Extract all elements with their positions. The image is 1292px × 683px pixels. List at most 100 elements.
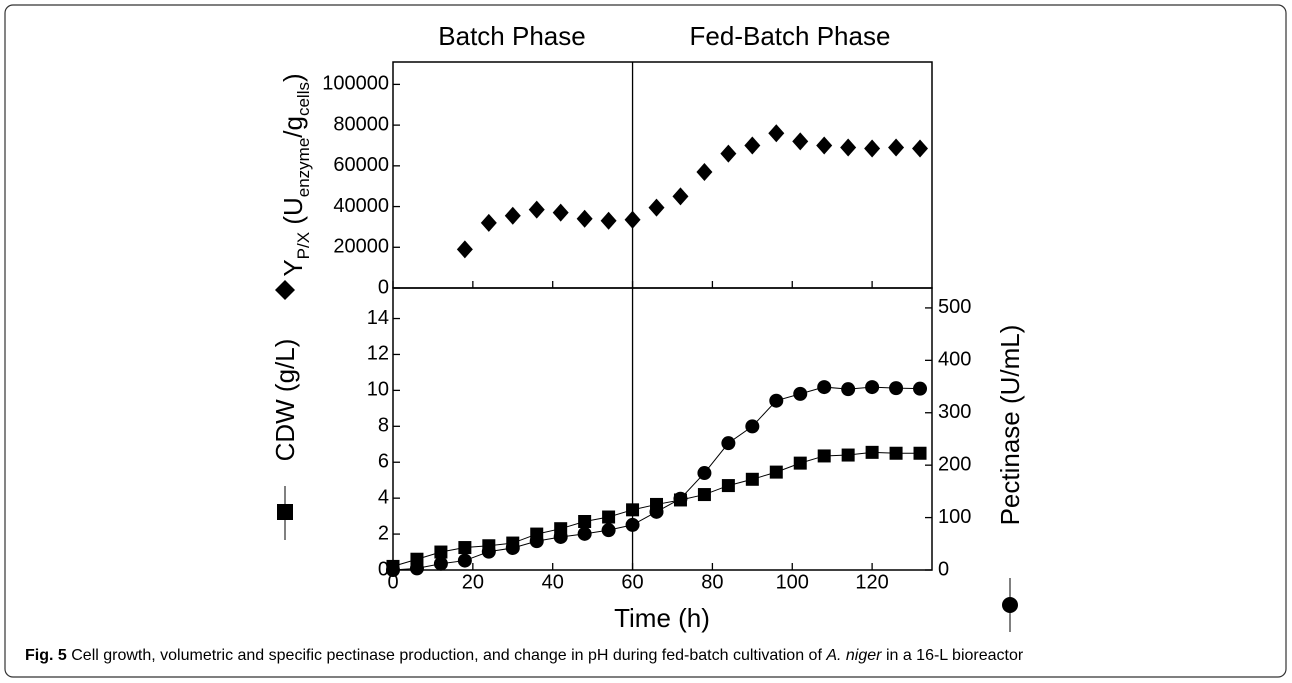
- caption-text: Cell growth, volumetric and specific pec…: [71, 647, 822, 664]
- circle-marker: [673, 491, 688, 506]
- circle-marker: [865, 380, 880, 395]
- square-marker: [434, 545, 448, 559]
- y-tick-label: 60000: [333, 154, 389, 176]
- square-marker: [841, 448, 855, 462]
- x-tick-label: 40: [542, 571, 564, 593]
- square-marker: [817, 449, 831, 463]
- legend-symbol: [277, 504, 293, 520]
- frame: [4, 4, 1287, 678]
- diamond-marker: [528, 200, 545, 219]
- legend-symbol: [275, 280, 295, 300]
- caption-label: Fig. 5: [25, 647, 67, 664]
- diamond-marker: [840, 138, 857, 157]
- caption: Fig. 5 Cell growth, volumetric and speci…: [25, 647, 1024, 664]
- y-tick-label: 6: [378, 451, 389, 473]
- square-marker: [697, 488, 711, 502]
- diamond-marker: [648, 198, 665, 217]
- diamond-marker: [864, 139, 881, 158]
- x-tick-label: 100: [776, 571, 809, 593]
- y-tick-label: 40000: [333, 195, 389, 217]
- y-tick-label: 0: [378, 276, 389, 298]
- x-tick-label: 0: [387, 571, 398, 593]
- diamond-marker: [600, 211, 617, 230]
- diamond-marker: [792, 132, 809, 151]
- circle-marker: [697, 466, 712, 481]
- x-axis-label: Time (h): [614, 603, 710, 633]
- circle-marker: [649, 504, 664, 519]
- legend-symbol: [1002, 597, 1018, 613]
- y-tick-label: 12: [367, 343, 389, 365]
- label-part: ): [278, 73, 308, 82]
- y2-tick-label: 400: [938, 349, 971, 371]
- caption-text: in a 16-L bioreactor: [886, 647, 1024, 664]
- circle-marker: [913, 381, 928, 396]
- square-marker: [745, 472, 759, 486]
- diamond-marker: [768, 124, 785, 143]
- diamond-marker: [744, 136, 761, 155]
- label-part: Y: [278, 259, 308, 276]
- circle-marker: [745, 419, 760, 434]
- square-marker: [889, 446, 903, 460]
- x-tick-label: 120: [855, 571, 888, 593]
- y2-tick-label: 500: [938, 296, 971, 318]
- circle-marker: [481, 544, 496, 559]
- circle-marker: [553, 529, 568, 544]
- y-tick-label: 4: [378, 486, 389, 508]
- x-tick-label: 60: [621, 571, 643, 593]
- diamond-marker: [480, 213, 497, 232]
- diamond-marker: [576, 209, 593, 228]
- annotation: Batch Phase: [438, 21, 585, 51]
- square-marker: [769, 465, 783, 479]
- y-tick-label: 14: [367, 307, 389, 329]
- y-axis-label: YP/X (Uenzyme/gcells): [278, 73, 314, 276]
- y-tick-label: 80000: [333, 113, 389, 135]
- diamond-marker: [912, 139, 929, 158]
- x-tick-label: 80: [701, 571, 723, 593]
- diamond-marker: [504, 206, 521, 225]
- circle-marker: [769, 393, 784, 408]
- y2-tick-label: 0: [938, 558, 949, 580]
- circle-marker: [577, 526, 592, 541]
- diamond-marker: [552, 203, 569, 222]
- annotation: Fed-Batch Phase: [690, 21, 891, 51]
- circle-marker: [529, 534, 544, 549]
- circle-marker: [817, 380, 832, 395]
- diamond-marker: [672, 187, 689, 206]
- y-axis-label: CDW (g/L): [270, 339, 300, 462]
- circle-marker: [505, 540, 520, 555]
- y-tick-label: 100000: [322, 73, 389, 95]
- subscript: enzyme: [294, 138, 313, 198]
- series-line: [392, 386, 921, 571]
- circle-marker: [386, 563, 400, 577]
- y-tick-label: 0: [378, 558, 389, 580]
- label-part: /g: [278, 116, 308, 138]
- plot-frame: [392, 287, 933, 571]
- square-marker: [865, 445, 879, 459]
- circle-marker: [841, 382, 856, 397]
- subscript: P/X: [294, 232, 313, 259]
- x-tick-label: 20: [462, 571, 484, 593]
- diamond-marker: [816, 136, 833, 155]
- y-tick-label: 10: [367, 379, 389, 401]
- diamond-marker: [720, 144, 737, 163]
- circle-marker: [409, 561, 424, 576]
- y2-tick-label: 100: [938, 506, 971, 528]
- circle-marker: [793, 386, 808, 401]
- caption-italic: A. niger: [825, 647, 882, 664]
- plot-frame: [392, 61, 933, 289]
- circle-marker: [433, 556, 448, 571]
- y2-tick-label: 200: [938, 453, 971, 475]
- circle-marker: [457, 553, 472, 568]
- diamond-marker: [456, 240, 473, 259]
- circle-marker: [601, 523, 616, 538]
- diamond-marker: [696, 162, 713, 181]
- y-tick-label: 20000: [333, 236, 389, 258]
- diamond-marker: [888, 138, 905, 157]
- circle-marker: [721, 436, 736, 451]
- label-part: (U: [278, 197, 308, 232]
- y2-tick-label: 300: [938, 401, 971, 423]
- y-tick-label: 8: [378, 415, 389, 437]
- square-marker: [602, 510, 616, 524]
